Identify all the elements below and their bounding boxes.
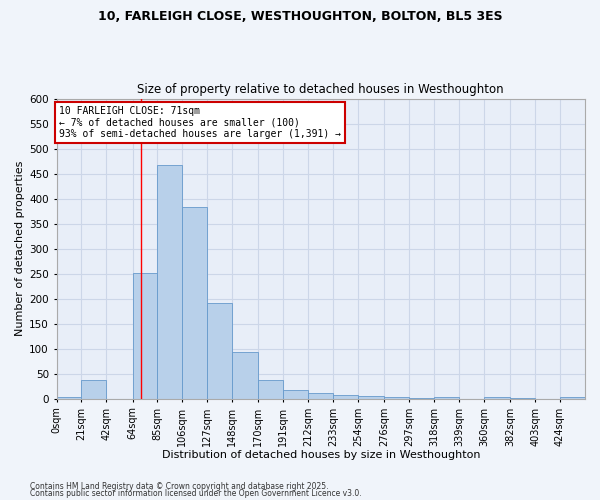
Bar <box>434 398 459 399</box>
Bar <box>560 398 585 399</box>
Bar <box>358 396 385 399</box>
Text: 10 FARLEIGH CLOSE: 71sqm
← 7% of detached houses are smaller (100)
93% of semi-d: 10 FARLEIGH CLOSE: 71sqm ← 7% of detache… <box>59 106 341 140</box>
Bar <box>259 380 283 399</box>
Bar <box>82 380 106 399</box>
Bar <box>510 398 535 399</box>
Bar <box>283 390 308 399</box>
Bar <box>484 398 510 399</box>
Bar <box>333 396 358 399</box>
X-axis label: Distribution of detached houses by size in Westhoughton: Distribution of detached houses by size … <box>161 450 480 460</box>
Bar <box>208 303 232 399</box>
Title: Size of property relative to detached houses in Westhoughton: Size of property relative to detached ho… <box>137 83 504 96</box>
Bar <box>409 398 434 399</box>
Text: 10, FARLEIGH CLOSE, WESTHOUGHTON, BOLTON, BL5 3ES: 10, FARLEIGH CLOSE, WESTHOUGHTON, BOLTON… <box>98 10 502 23</box>
Bar <box>308 393 333 399</box>
Bar <box>385 397 409 399</box>
Y-axis label: Number of detached properties: Number of detached properties <box>15 161 25 336</box>
Bar <box>182 207 208 399</box>
Bar <box>232 352 259 399</box>
Bar <box>56 398 82 399</box>
Bar <box>133 272 157 399</box>
Bar <box>157 164 182 399</box>
Text: Contains public sector information licensed under the Open Government Licence v3: Contains public sector information licen… <box>30 490 362 498</box>
Text: Contains HM Land Registry data © Crown copyright and database right 2025.: Contains HM Land Registry data © Crown c… <box>30 482 329 491</box>
